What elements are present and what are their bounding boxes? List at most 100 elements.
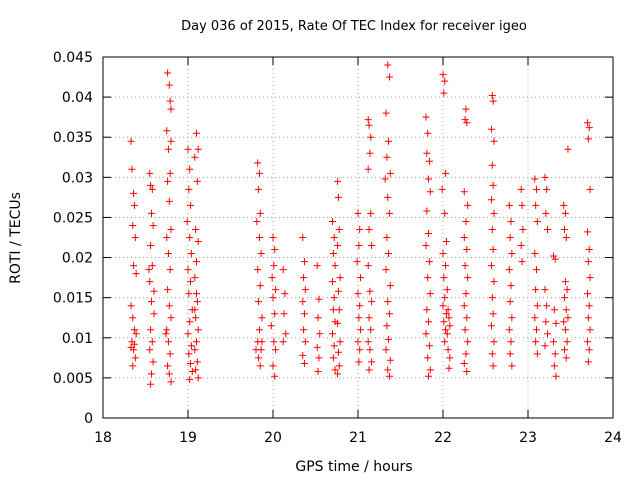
- data-point: [382, 266, 390, 274]
- data-point: [331, 366, 339, 374]
- data-point: [300, 310, 308, 318]
- data-point: [258, 338, 266, 346]
- data-point: [300, 359, 308, 367]
- data-point: [505, 201, 513, 209]
- data-point: [316, 330, 324, 338]
- data-point: [191, 274, 199, 282]
- data-point: [194, 374, 202, 382]
- data-point: [584, 228, 591, 236]
- data-point: [368, 358, 376, 366]
- data-point: [584, 314, 592, 322]
- data-point: [464, 274, 472, 282]
- data-point: [166, 350, 174, 358]
- data-point: [385, 250, 393, 258]
- y-tick-label: 0.005: [53, 371, 93, 387]
- data-point: [355, 242, 363, 250]
- data-point: [299, 234, 307, 241]
- data-point: [561, 294, 569, 302]
- data-point: [541, 286, 549, 294]
- data-point: [441, 77, 449, 85]
- data-point: [488, 92, 496, 100]
- data-point: [129, 362, 137, 370]
- data-point: [256, 362, 264, 370]
- data-point: [186, 234, 194, 241]
- axis-ticks: 0 0.005 0.01 0.015 0.02 0.025 0.03 0.035 0.04 0.0…: [53, 50, 622, 446]
- data-point: [281, 290, 289, 298]
- data-point: [192, 366, 200, 374]
- data-point: [334, 319, 342, 327]
- data-point: [585, 124, 593, 132]
- data-point: [507, 217, 515, 225]
- data-point: [132, 330, 140, 338]
- data-point: [489, 310, 497, 318]
- data-point: [187, 201, 195, 209]
- data-point: [282, 330, 290, 338]
- y-axis-label: ROTI / TECUs: [8, 192, 24, 284]
- data-point: [533, 266, 540, 274]
- data-point: [365, 121, 373, 129]
- data-point: [381, 175, 389, 183]
- data-point: [508, 314, 516, 322]
- data-point: [357, 326, 365, 334]
- data-point: [355, 314, 363, 322]
- data-point: [460, 188, 468, 196]
- data-point: [255, 354, 263, 362]
- data-point: [444, 346, 452, 354]
- data-point: [517, 242, 525, 250]
- data-point: [584, 290, 591, 298]
- data-point: [506, 298, 514, 306]
- data-point: [442, 326, 450, 334]
- data-point: [130, 201, 138, 209]
- data-point: [367, 326, 375, 334]
- data-point: [147, 370, 155, 378]
- data-point: [252, 346, 260, 354]
- data-point: [193, 298, 201, 306]
- data-point: [533, 185, 540, 193]
- data-point: [518, 258, 526, 266]
- data-point: [505, 266, 513, 274]
- data-point: [423, 149, 431, 157]
- data-point: [367, 209, 375, 217]
- data-point: [269, 234, 277, 241]
- data-point: [552, 319, 560, 327]
- grid-lines: [103, 57, 613, 418]
- data-point: [517, 185, 525, 193]
- data-point: [299, 351, 307, 359]
- y-tick-label: 0: [84, 411, 93, 427]
- data-point: [163, 234, 171, 241]
- data-point: [130, 189, 138, 197]
- data-point: [184, 330, 192, 338]
- data-point: [423, 207, 431, 215]
- data-point: [508, 250, 516, 258]
- data-point: [329, 330, 336, 338]
- data-points: [127, 61, 594, 388]
- data-point: [269, 294, 277, 302]
- data-point: [193, 258, 200, 266]
- data-point: [280, 310, 288, 318]
- data-point: [490, 137, 498, 145]
- data-point: [441, 209, 449, 217]
- data-point: [366, 149, 374, 157]
- data-point: [490, 338, 498, 346]
- data-point: [193, 338, 200, 346]
- data-point: [166, 169, 174, 177]
- data-point: [464, 338, 472, 346]
- data-point: [127, 137, 135, 145]
- data-point: [184, 266, 192, 274]
- data-point: [384, 366, 392, 374]
- data-point: [164, 69, 172, 77]
- data-point: [272, 346, 280, 354]
- data-point: [385, 372, 393, 380]
- data-point: [532, 201, 540, 209]
- data-point: [562, 234, 570, 241]
- data-point: [314, 314, 322, 322]
- data-point: [165, 302, 173, 310]
- data-point: [383, 322, 391, 330]
- data-point: [489, 246, 497, 254]
- data-point: [300, 274, 308, 282]
- data-point: [365, 225, 373, 233]
- data-point: [441, 294, 449, 302]
- data-point: [584, 119, 591, 127]
- data-point: [364, 116, 372, 124]
